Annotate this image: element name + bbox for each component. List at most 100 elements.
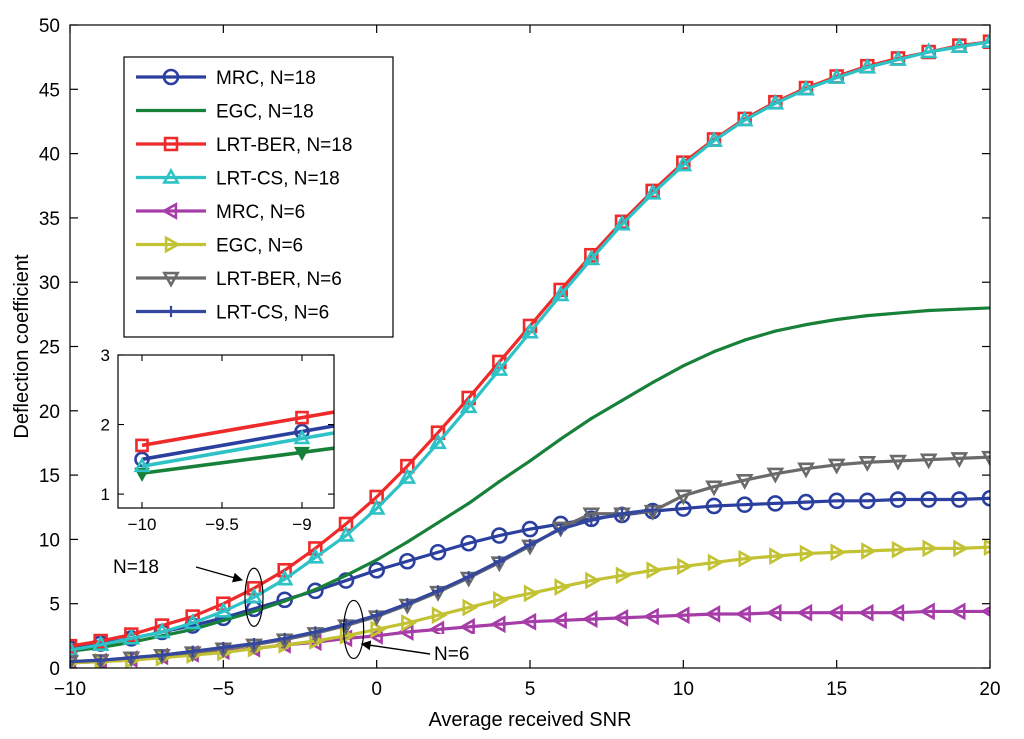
data-point-egc-n-18-6 xyxy=(252,609,256,614)
data-point-egc-n-18-20 xyxy=(681,364,685,368)
legend-swatch-marker-egc-n-6 xyxy=(164,235,181,254)
legend-label: LRT-CS, N=18 xyxy=(216,169,340,190)
legend-label: MRC, N=6 xyxy=(216,202,305,223)
data-point-mrc-n-18-10 xyxy=(368,561,385,579)
data-point-lrt-cs-n-18-5 xyxy=(214,601,233,618)
data-point-lrt-cs-n-18-10 xyxy=(367,498,386,515)
n18-ellipse xyxy=(244,567,264,627)
series-lrt-cs-n-6 xyxy=(70,504,659,668)
data-point-lrt-cs-n-6-0 xyxy=(70,655,76,668)
data-point-lrt-cs-n-6-3 xyxy=(156,649,168,661)
inset-series-layer xyxy=(133,410,334,482)
data-point-lrt-cs-n-6-7 xyxy=(279,632,291,645)
data-point-egc-n-18-21 xyxy=(712,350,716,354)
data-point-lrt-cs-n-18-13 xyxy=(459,397,478,414)
series-line-mrc-n-18 xyxy=(70,496,990,651)
data-point-lrt-ber-n-6-23 xyxy=(766,467,785,484)
data-point-lrt-cs-n-6-15 xyxy=(524,538,536,551)
data-point-egc-n-6-15 xyxy=(523,584,540,603)
y-tick-label: 45 xyxy=(39,80,60,101)
data-point-lrt-cs-n-6-2 xyxy=(125,652,137,664)
y-axis-label: Deflection coefficient xyxy=(11,254,33,439)
data-point-lrt-cs-n-6-19 xyxy=(647,504,659,516)
inset-series-line-lrt-ber-n-18 xyxy=(141,410,334,448)
legend-entry-egc-n-18: EGC, N=18 xyxy=(136,102,314,123)
y-tick-label: 30 xyxy=(39,273,60,294)
data-point-lrt-cs-n-18-20 xyxy=(674,155,693,172)
series-lrt-cs-n-18 xyxy=(70,32,990,657)
x-axis-label: Average received SNR xyxy=(428,709,631,731)
data-point-mrc-n-18-23 xyxy=(767,495,784,512)
legend-entry-lrt-cs-n-6: LRT-CS, N=6 xyxy=(136,303,329,324)
data-point-lrt-cs-n-18-9 xyxy=(337,525,355,542)
data-point-lrt-cs-n-18-23 xyxy=(766,93,785,110)
data-point-mrc-n-6-30 xyxy=(980,606,990,617)
data-point-mrc-n-6-17 xyxy=(581,610,598,628)
data-point-lrt-ber-n-6-27 xyxy=(889,454,907,471)
data-point-egc-n-18-16 xyxy=(559,437,563,441)
data-point-lrt-cs-n-6-12 xyxy=(432,585,444,597)
data-point-mrc-n-18-22 xyxy=(736,496,753,513)
legend-entry-mrc-n-18: MRC, N=18 xyxy=(136,68,316,89)
data-point-lrt-cs-n-18-8 xyxy=(306,547,325,564)
x-tick-label: −5 xyxy=(212,679,234,700)
legend-entry-lrt-ber-n-6: LRT-BER, N=6 xyxy=(136,269,342,290)
x-tick-label: 15 xyxy=(826,679,847,700)
data-point-lrt-cs-n-18-19 xyxy=(643,183,662,200)
legend-entry-egc-n-6: EGC, N=6 xyxy=(136,236,303,257)
data-point-egc-n-18-15 xyxy=(528,459,532,463)
data-point-lrt-ber-n-18-7 xyxy=(277,563,292,578)
data-point-lrt-cs-n-18-30 xyxy=(981,32,990,48)
data-point-egc-n-6-22 xyxy=(738,549,755,568)
data-point-mrc-n-18-26 xyxy=(859,492,876,510)
data-point-mrc-n-6-24 xyxy=(796,603,813,622)
data-point-egc-n-6-27 xyxy=(891,540,908,559)
x-tick-label: 20 xyxy=(979,679,1000,700)
legend-swatch-marker-egc-n-18 xyxy=(169,108,173,113)
data-point-lrt-cs-n-18-6 xyxy=(245,587,263,604)
inset-x-tick-label: −9.5 xyxy=(205,515,239,534)
data-point-lrt-cs-n-18-2 xyxy=(122,628,141,645)
data-point-lrt-ber-n-18-8 xyxy=(308,541,323,556)
data-point-mrc-n-6-12 xyxy=(428,620,445,639)
data-point-mrc-n-6-22 xyxy=(735,605,751,623)
data-point-mrc-n-18-25 xyxy=(828,492,845,510)
legend-swatch-marker-mrc-n-6 xyxy=(161,202,178,220)
data-point-lrt-cs-n-18-7 xyxy=(275,569,294,586)
data-point-egc-n-6-16 xyxy=(554,578,571,596)
data-point-lrt-ber-n-6-24 xyxy=(797,462,815,479)
data-point-egc-n-6-19 xyxy=(646,561,663,580)
n6-label-background xyxy=(418,634,488,666)
data-point-lrt-cs-n-18-27 xyxy=(889,50,907,66)
inset-data-point-lrt-cs-n-18-0 xyxy=(133,457,151,473)
legend-label: LRT-CS, N=6 xyxy=(216,303,329,324)
inset-y-tick-label: 1 xyxy=(101,485,110,504)
data-point-mrc-n-18-14 xyxy=(491,527,508,544)
data-point-egc-n-18-26 xyxy=(865,314,869,318)
inset-y-tick-label: 2 xyxy=(101,416,110,435)
data-point-mrc-n-6-13 xyxy=(459,617,475,636)
data-point-egc-n-6-23 xyxy=(769,547,785,565)
data-point-lrt-cs-n-6-11 xyxy=(401,598,413,610)
x-tick-label: −10 xyxy=(54,679,86,700)
data-point-mrc-n-18-11 xyxy=(399,552,416,570)
data-point-lrt-ber-n-18-5 xyxy=(216,596,231,611)
legend-swatch-marker-lrt-ber-n-6 xyxy=(162,271,180,288)
legend-entry-lrt-cs-n-18: LRT-CS, N=18 xyxy=(136,167,340,190)
data-point-lrt-ber-n-6-21 xyxy=(705,480,723,497)
data-point-mrc-n-18-28 xyxy=(920,491,937,508)
data-point-lrt-cs-n-6-13 xyxy=(463,571,475,583)
legend-box xyxy=(123,56,394,338)
annotation-layer: N=18 N=6 xyxy=(113,557,488,666)
data-point-mrc-n-6-28 xyxy=(919,602,935,621)
data-point-egc-n-6-20 xyxy=(677,557,693,576)
data-point-lrt-cs-n-18-11 xyxy=(398,468,417,484)
inset-series-line-lrt-cs-n-18 xyxy=(141,431,334,469)
data-point-lrt-ber-n-6-22 xyxy=(735,474,754,490)
data-point-mrc-n-18-21 xyxy=(705,497,723,515)
data-point-egc-n-18-12 xyxy=(436,521,440,525)
data-point-egc-n-18-29 xyxy=(957,307,961,311)
data-point-mrc-n-18-27 xyxy=(889,491,907,508)
data-point-egc-n-18-17 xyxy=(589,416,593,421)
